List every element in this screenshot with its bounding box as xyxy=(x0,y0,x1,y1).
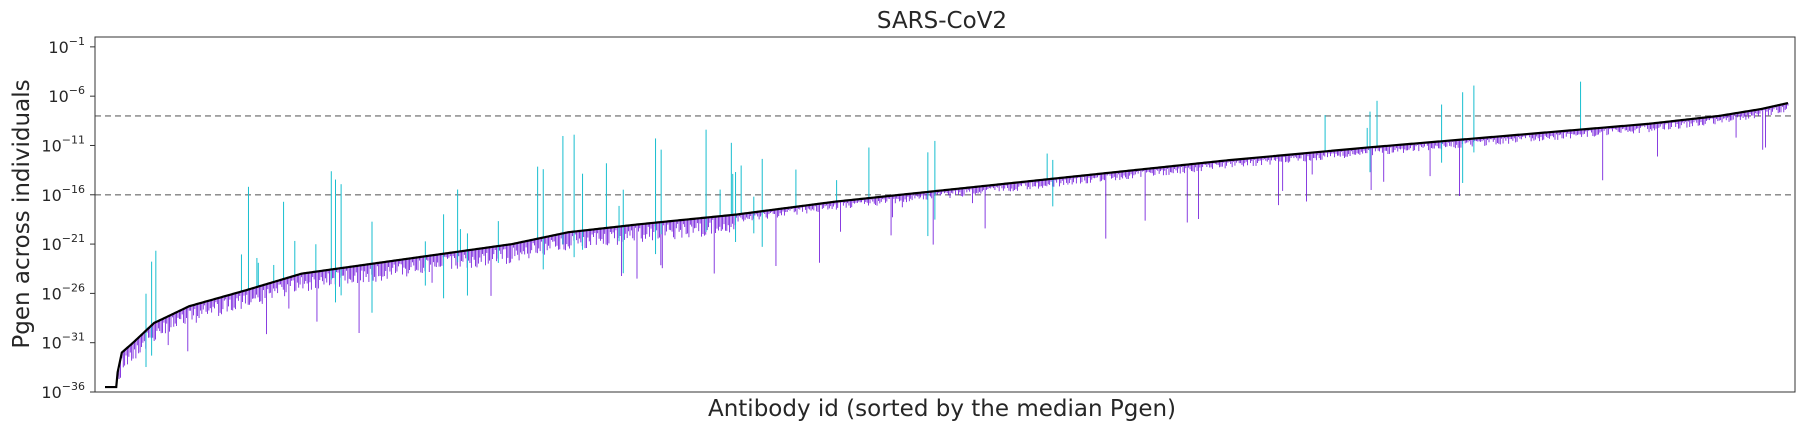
y-tick-label: 10−6 xyxy=(48,84,85,106)
y-tick-label: 10−1 xyxy=(48,35,85,57)
y-tick-label: 10−36 xyxy=(41,380,85,402)
y-tick-label: 10−11 xyxy=(41,133,85,155)
plot-frame xyxy=(94,36,1796,393)
low-spread-series xyxy=(118,103,1789,379)
y-tick-label: 10−26 xyxy=(41,281,85,303)
y-tick-label: 10−31 xyxy=(41,331,85,353)
high-spread-series xyxy=(145,81,1582,368)
plot-area xyxy=(95,81,1795,389)
y-axis: 10−1 10−6 10−11 10−16 10−21 10−26 10−31 10−36 xyxy=(41,35,95,402)
chart-title: SARS-CoV2 xyxy=(877,8,1007,34)
y-tick-label: 10−21 xyxy=(41,232,85,254)
median-line xyxy=(105,101,1789,389)
y-axis-label: Pgen across individuals xyxy=(9,79,35,348)
y-tick-label: 10−16 xyxy=(41,183,85,205)
x-axis-label: Antibody id (sorted by the median Pgen) xyxy=(708,396,1176,422)
